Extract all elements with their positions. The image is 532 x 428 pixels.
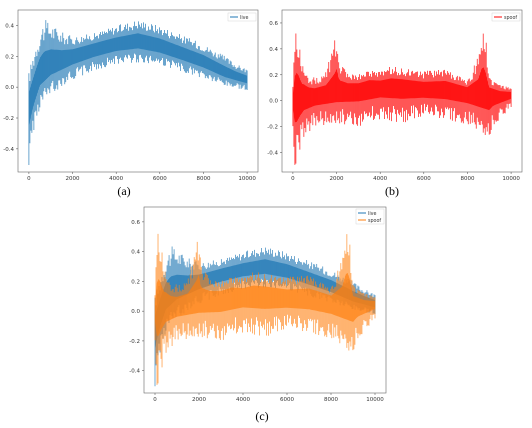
y-tick-label: 0.0 bbox=[131, 309, 140, 315]
y-tick-label: -0.4 bbox=[129, 369, 140, 375]
x-tick-label: 4000 bbox=[236, 397, 250, 403]
panel-c-legend-label-spoof: spoof bbox=[368, 218, 381, 224]
x-tick-label: 0 bbox=[27, 176, 31, 182]
y-tick-label: 0.2 bbox=[5, 54, 14, 60]
panel-c-caption: (c) bbox=[255, 409, 268, 423]
x-tick-label: 2000 bbox=[192, 397, 206, 403]
panel-a-legend-label: live bbox=[240, 15, 249, 21]
panel-c-y-ticks: -0.4 -0.2 0.0 0.2 0.4 0.6 bbox=[129, 220, 144, 375]
x-tick-label: 6000 bbox=[153, 176, 167, 182]
panel-b-x-ticks: 0 2000 4000 6000 8000 10000 bbox=[291, 172, 520, 182]
x-tick-label: 8000 bbox=[324, 397, 338, 403]
y-tick-label: 0.6 bbox=[131, 220, 140, 226]
panel-c: -0.4 -0.2 0.0 0.2 0.4 0.6 0 2000 4000 6000 8000 10… bbox=[129, 206, 387, 423]
y-tick-label: -0.2 bbox=[129, 339, 140, 345]
y-tick-label: 0.2 bbox=[269, 73, 278, 79]
x-tick-label: 0 bbox=[153, 397, 157, 403]
panel-c-plot-area bbox=[154, 233, 376, 387]
panel-a-plot-area bbox=[28, 20, 248, 166]
panel-b-legend-label: spoof bbox=[504, 15, 517, 21]
spoof-series-band bbox=[292, 67, 512, 123]
panel-c-legend-label-live: live bbox=[368, 211, 377, 217]
panel-a-legend-box bbox=[227, 12, 257, 22]
x-tick-label: 6000 bbox=[280, 397, 294, 403]
panel-a-caption: (a) bbox=[117, 184, 130, 198]
x-tick-label: 8000 bbox=[196, 176, 210, 182]
spoof-series-band bbox=[155, 273, 375, 336]
y-tick-label: -0.4 bbox=[267, 151, 278, 157]
x-tick-label: 10000 bbox=[238, 176, 256, 182]
panel-b-legend: spoof bbox=[491, 12, 521, 22]
x-tick-label: 10000 bbox=[366, 397, 384, 403]
panel-b: -0.4 -0.2 0.0 0.2 0.4 0.6 0 2000 4000 6000 8000 10… bbox=[267, 9, 523, 198]
y-tick-label: -0.2 bbox=[3, 116, 14, 122]
panel-b-legend-box bbox=[491, 12, 521, 22]
y-tick-label: 0.4 bbox=[269, 47, 278, 53]
panel-a-y-ticks: -0.4 -0.2 0.0 0.2 0.4 bbox=[3, 23, 18, 153]
panel-b-plot-area bbox=[292, 33, 512, 165]
x-tick-label: 6000 bbox=[417, 176, 431, 182]
panel-b-y-ticks: -0.4 -0.2 0.0 0.2 0.4 0.6 bbox=[267, 21, 282, 157]
x-tick-label: 4000 bbox=[109, 176, 123, 182]
y-tick-label: 0.0 bbox=[269, 99, 278, 105]
y-tick-label: 0.0 bbox=[5, 85, 14, 91]
x-tick-label: 4000 bbox=[373, 176, 387, 182]
panel-a: -0.4 -0.2 0.0 0.2 0.4 0 2000 4000 6000 8000 10000… bbox=[3, 9, 259, 198]
y-tick-label: -0.4 bbox=[3, 147, 14, 153]
x-tick-label: 10000 bbox=[502, 176, 520, 182]
y-tick-label: -0.2 bbox=[267, 125, 278, 131]
panel-c-legend: live spoof bbox=[355, 208, 385, 225]
panel-a-x-ticks: 0 2000 4000 6000 8000 10000 bbox=[27, 172, 256, 182]
panel-b-caption: (b) bbox=[385, 184, 399, 198]
y-tick-label: 0.4 bbox=[5, 23, 14, 29]
x-tick-label: 2000 bbox=[66, 176, 80, 182]
y-tick-label: 0.2 bbox=[131, 279, 140, 285]
x-tick-label: 8000 bbox=[460, 176, 474, 182]
y-tick-label: 0.4 bbox=[131, 250, 140, 256]
live-series-band bbox=[28, 33, 248, 126]
x-tick-label: 0 bbox=[291, 176, 295, 182]
panel-a-legend: live bbox=[227, 12, 257, 22]
x-tick-label: 2000 bbox=[330, 176, 344, 182]
panel-c-x-ticks: 0 2000 4000 6000 8000 10000 bbox=[153, 393, 384, 403]
y-tick-label: 0.6 bbox=[269, 21, 278, 27]
